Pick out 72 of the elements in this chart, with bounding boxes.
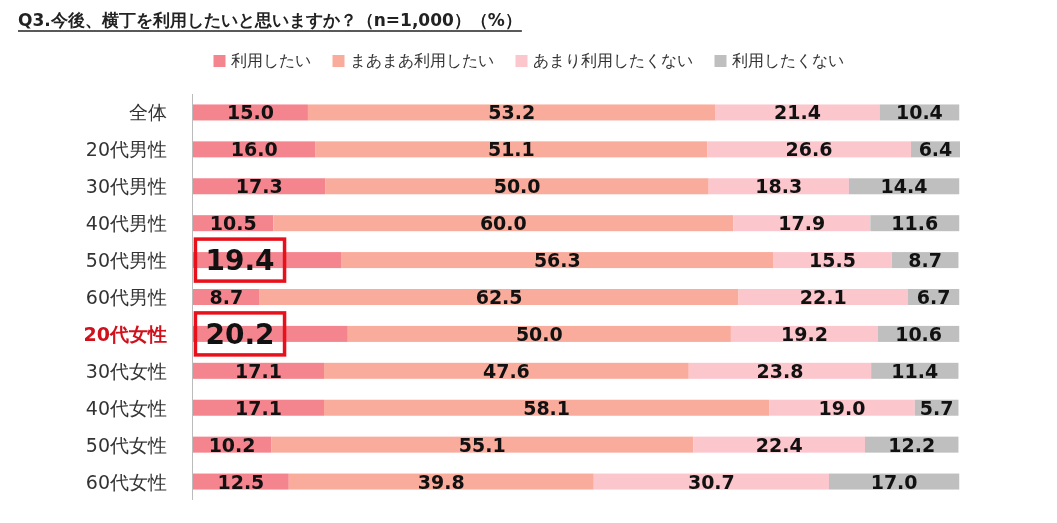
data-label: 19.0 bbox=[818, 396, 866, 419]
data-label: 62.5 bbox=[475, 286, 523, 308]
data-label: 16.0 bbox=[230, 138, 278, 161]
data-label: 17.1 bbox=[235, 396, 282, 419]
bar bbox=[315, 141, 708, 158]
data-label: 6.7 bbox=[916, 286, 951, 308]
data-label: 14.4 bbox=[880, 175, 928, 198]
data-label: 8.7 bbox=[209, 286, 244, 308]
data-label: 20.2 bbox=[205, 317, 275, 351]
y-tick-label: 50代女性 bbox=[85, 433, 167, 456]
data-label: 50.0 bbox=[493, 175, 541, 198]
data-label: 26.6 bbox=[785, 138, 833, 161]
data-label: 47.6 bbox=[482, 359, 530, 382]
data-label: 55.1 bbox=[458, 433, 506, 456]
data-label: 11.4 bbox=[891, 359, 939, 382]
data-label: 19.4 bbox=[205, 244, 275, 278]
data-label: 10.6 bbox=[895, 322, 943, 345]
data-label: 17.1 bbox=[235, 359, 282, 382]
bar bbox=[325, 178, 709, 195]
chart-title: Q3.今後、横丁を利用したいと思いますか？（n=1,000）（%） bbox=[18, 10, 522, 30]
bar bbox=[324, 362, 689, 379]
data-label: 12.2 bbox=[888, 433, 936, 456]
data-label: 11.6 bbox=[891, 212, 939, 235]
legend-label: 利用したい bbox=[230, 51, 311, 70]
legend-label: 利用したくない bbox=[731, 51, 844, 70]
data-label: 15.0 bbox=[227, 101, 274, 124]
data-label: 22.4 bbox=[755, 433, 803, 456]
data-label: 10.4 bbox=[895, 101, 943, 124]
data-label: 21.4 bbox=[774, 101, 821, 124]
data-label: 6.4 bbox=[918, 138, 953, 161]
data-label: 30.7 bbox=[687, 470, 735, 493]
data-label: 50.0 bbox=[515, 322, 563, 345]
bar bbox=[341, 252, 774, 269]
y-tick-label: 20代男性 bbox=[85, 138, 167, 161]
data-label: 53.2 bbox=[488, 101, 536, 124]
bar bbox=[307, 104, 716, 121]
data-label: 8.7 bbox=[908, 249, 942, 272]
data-label: 51.1 bbox=[487, 138, 535, 161]
data-label: 58.1 bbox=[523, 396, 571, 419]
y-tick-label: 30代男性 bbox=[85, 175, 167, 198]
y-tick-label: 全体 bbox=[129, 101, 167, 124]
bar bbox=[273, 215, 734, 232]
bar bbox=[271, 436, 694, 453]
y-tick-label: 60代女性 bbox=[85, 470, 167, 493]
data-label: 15.5 bbox=[808, 249, 856, 272]
y-tick-label: 60代男性 bbox=[85, 286, 167, 308]
data-label: 56.3 bbox=[533, 249, 581, 272]
data-label: 17.9 bbox=[778, 212, 826, 235]
data-label: 5.7 bbox=[919, 396, 954, 419]
bar bbox=[259, 289, 739, 305]
data-label: 39.8 bbox=[417, 470, 465, 493]
data-label: 10.2 bbox=[208, 433, 256, 456]
bar bbox=[347, 325, 731, 342]
data-label: 18.3 bbox=[755, 175, 803, 198]
data-label: 23.8 bbox=[756, 359, 804, 382]
y-tick-label: 40代男性 bbox=[85, 212, 167, 235]
y-tick-label: 50代男性 bbox=[85, 249, 167, 272]
data-label: 10.5 bbox=[209, 212, 257, 235]
y-tick-label: 20代女性 bbox=[83, 322, 167, 345]
data-label: 17.0 bbox=[870, 470, 918, 493]
legend-label: まあまあ利用したい bbox=[349, 51, 494, 70]
data-label: 19.2 bbox=[781, 322, 828, 345]
legend-label: あまり利用したくない bbox=[532, 51, 693, 70]
data-label: 60.0 bbox=[479, 212, 527, 235]
data-label: 12.5 bbox=[217, 470, 265, 493]
y-tick-label: 40代女性 bbox=[85, 396, 167, 419]
y-tick-label: 30代女性 bbox=[85, 359, 167, 382]
bar bbox=[324, 399, 770, 416]
data-label: 17.3 bbox=[235, 175, 283, 198]
data-label: 22.1 bbox=[799, 286, 847, 308]
bar bbox=[288, 473, 594, 490]
bar bbox=[593, 473, 829, 490]
